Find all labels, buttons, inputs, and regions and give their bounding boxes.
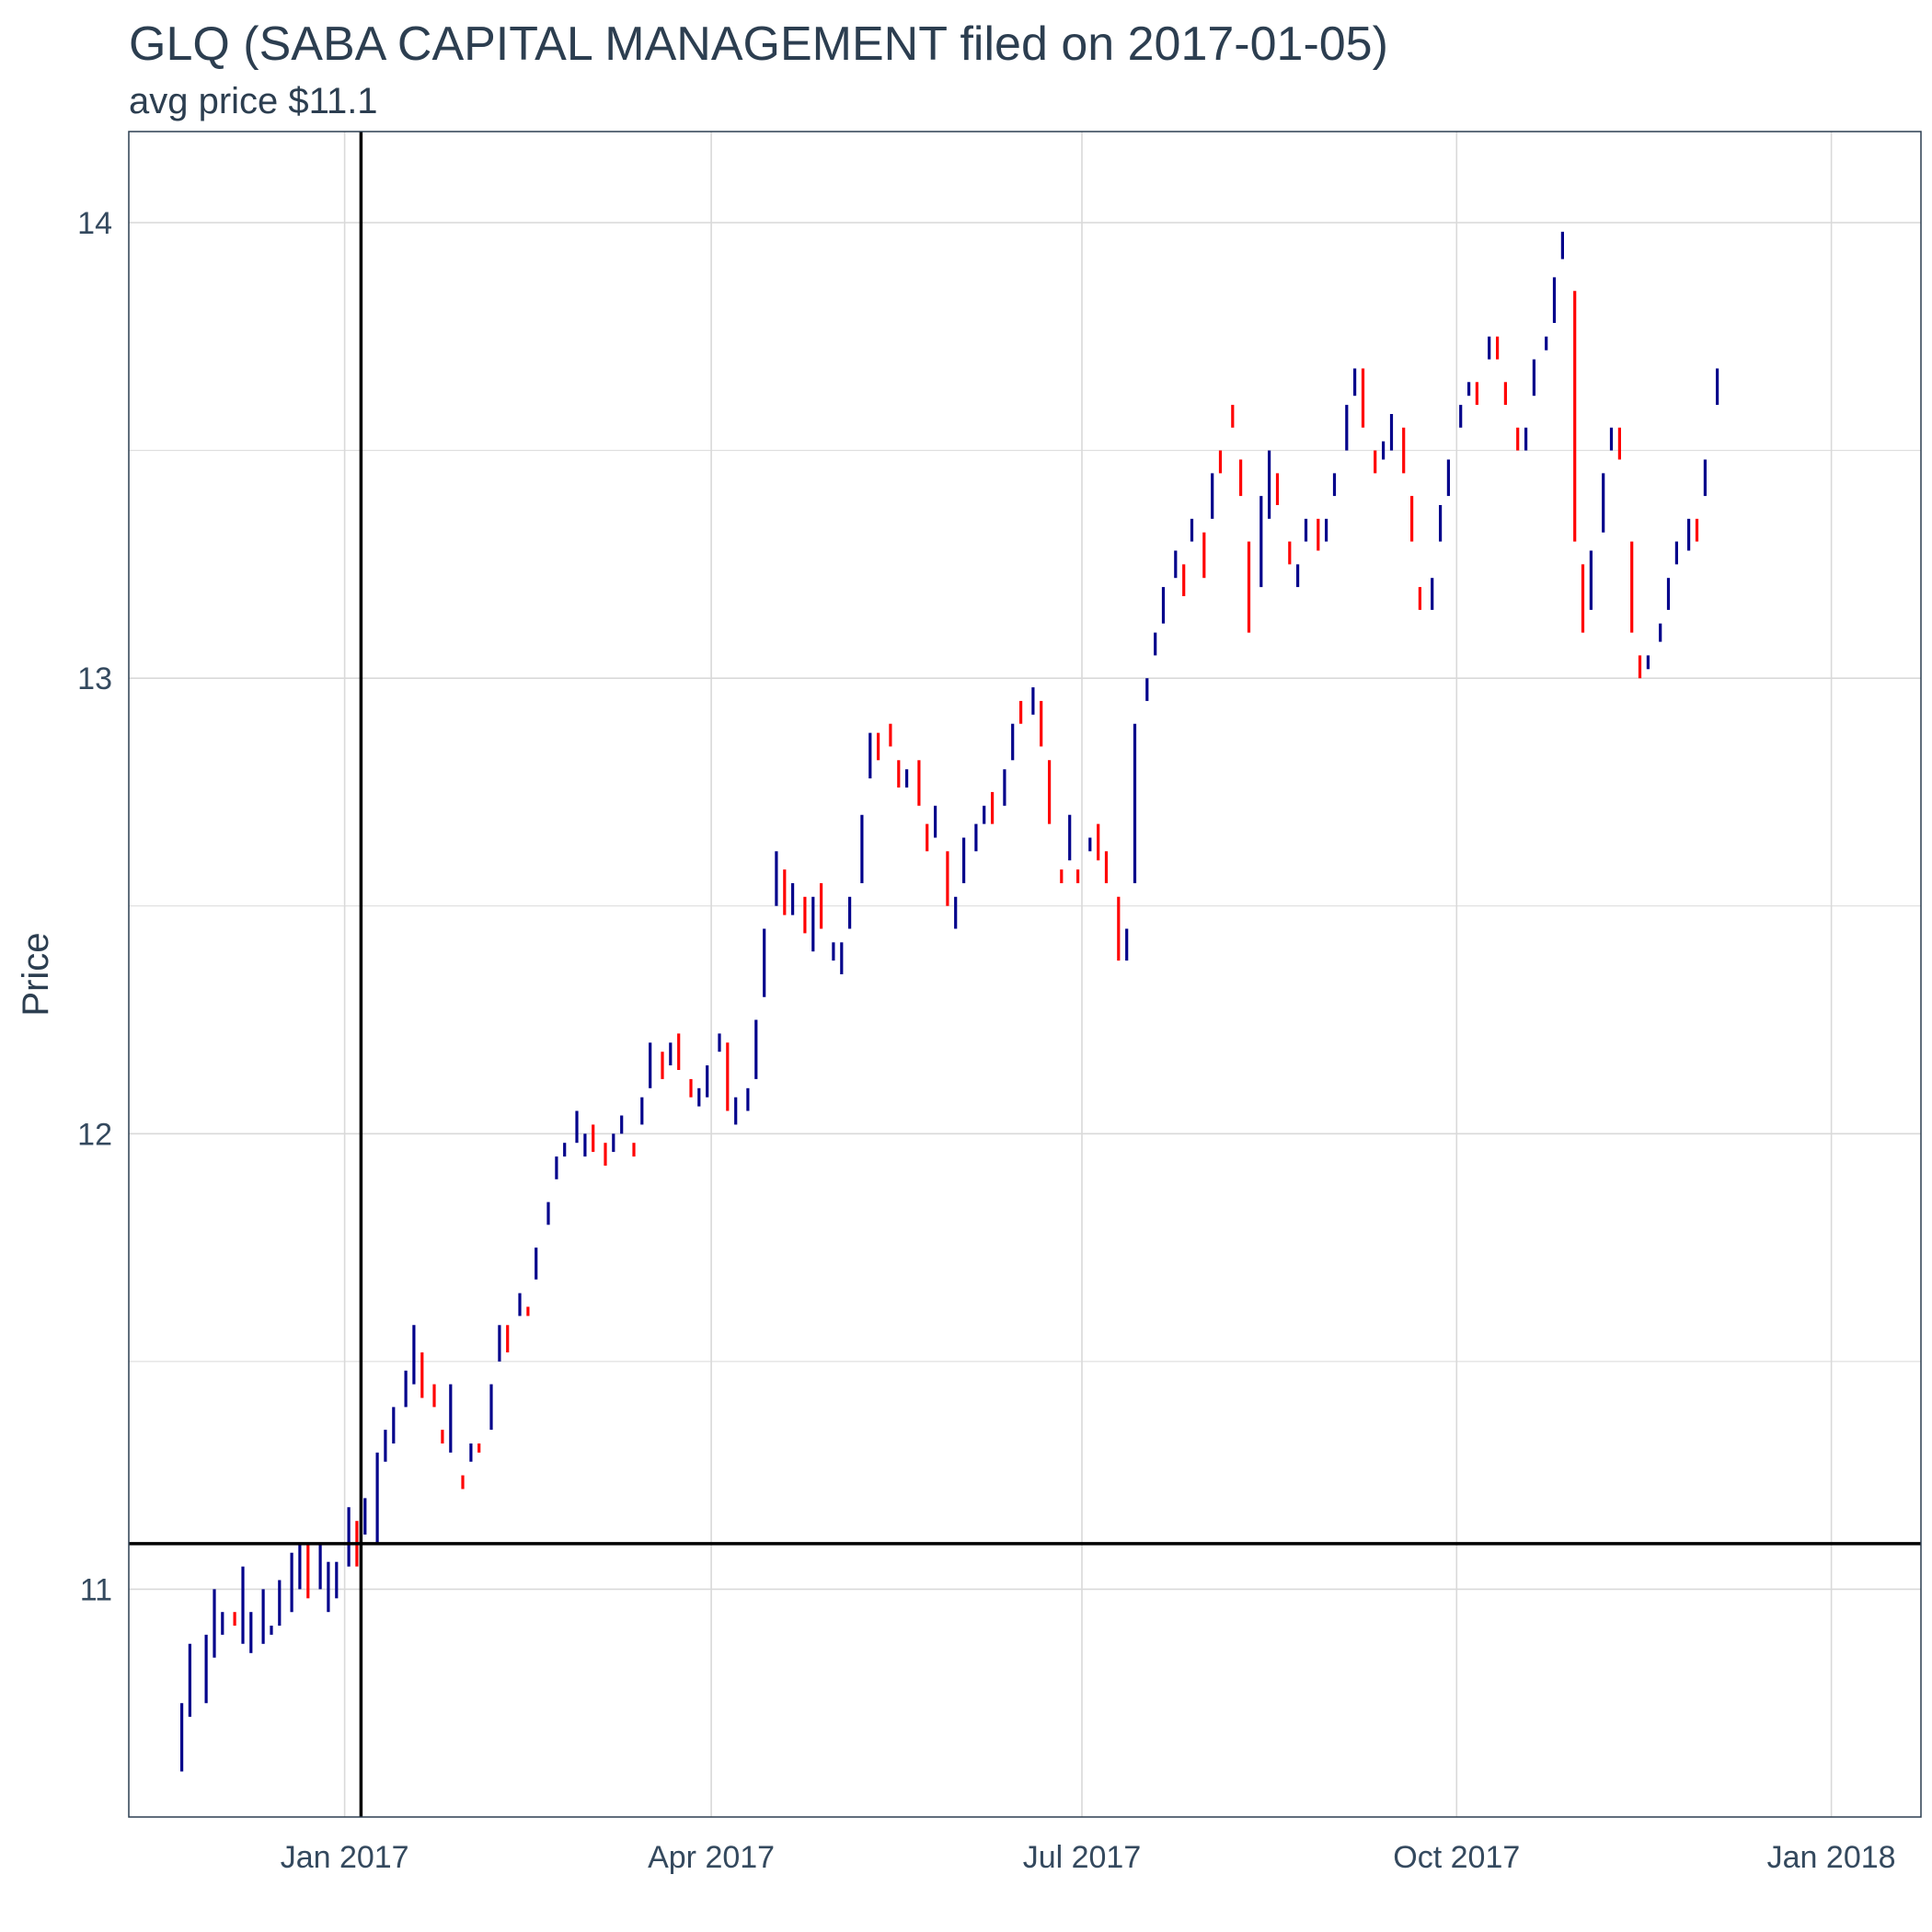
x-tick-label: Jan 2018	[1767, 1840, 1896, 1875]
grid-lines	[129, 132, 1921, 1818]
y-tick-label: 11	[80, 1572, 112, 1607]
plot-border	[128, 131, 1922, 1818]
x-tick-label: Oct 2017	[1393, 1840, 1520, 1875]
reference-lines	[129, 132, 1921, 1817]
chart-title: GLQ (SABA CAPITAL MANAGEMENT filed on 20…	[129, 17, 1388, 71]
y-tick-label: 13	[77, 661, 112, 696]
x-tick-label: Jul 2017	[1023, 1840, 1142, 1875]
x-tick-label: Jan 2017	[281, 1840, 409, 1875]
chart-subtitle: avg price $11.1	[129, 81, 378, 121]
x-tick-label: Apr 2017	[648, 1840, 775, 1875]
y-axis-title: Price	[16, 932, 56, 1016]
x-axis-ticks: Jan 2017 Apr 2017 Jul 2017 Oct 2017 Jan 2018	[281, 1840, 1896, 1875]
y-tick-label: 14	[77, 206, 112, 241]
y-axis-ticks: 11 12 13 14	[77, 206, 112, 1607]
y-tick-label: 12	[77, 1117, 112, 1152]
ohlc-bars	[180, 231, 1719, 1772]
